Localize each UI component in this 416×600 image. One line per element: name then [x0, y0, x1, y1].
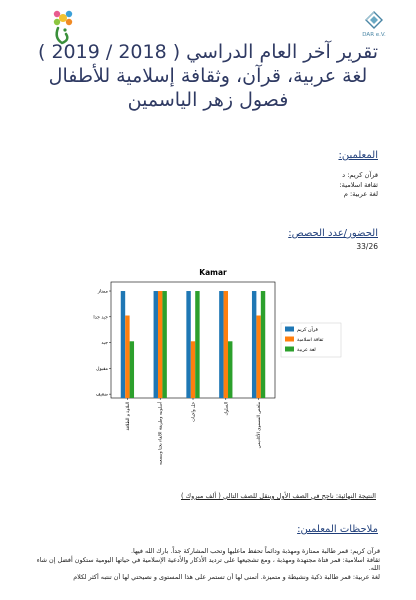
bar [157, 291, 163, 398]
bar [228, 341, 233, 398]
teachers-list: قرآن كريم: د ثقافة اسلامية: لغة عربية: م [178, 171, 378, 200]
org-logo-text: DAR e.V. [362, 32, 386, 38]
org-logo-icon [365, 11, 383, 29]
bar [223, 291, 229, 398]
title-line-2: لغة عربية، قرآن، وثقافة إسلامية للأطفال [48, 65, 368, 87]
bar [153, 291, 158, 398]
remarks-list: قرآن كريم: قمر طالبة ممتازة ومهذبة ودائم… [34, 547, 380, 581]
legend-swatch [285, 336, 294, 342]
chart-title: Kamar [199, 268, 227, 277]
bar [190, 341, 196, 398]
bar [186, 291, 191, 398]
teacher-islamic-culture: ثقافة اسلامية: [339, 180, 378, 189]
title-line-1: تقرير آخر العام الدراسي ( 2018 / 2019 ) [38, 41, 378, 63]
remark-quran: قرآن كريم: قمر طالبة ممتازة ومهذبة ودائم… [131, 547, 380, 555]
attendance-heading: الحضور/عدد الحصص: [288, 228, 378, 239]
remarks-heading: ملاحظات المعلمين: [297, 524, 378, 535]
remark-islamic-culture: ثقافة اسلامية: قمر فتاة مجتهدة ومهذبة ، … [36, 555, 380, 573]
bar [129, 341, 135, 398]
bar [256, 315, 261, 398]
y-tick-label: مقبول [96, 367, 108, 372]
y-tick-label: ممتاز [97, 290, 109, 295]
legend-label: قرآن كريم [297, 326, 318, 333]
title-line-3: فصول زهر الياسمين [127, 89, 289, 111]
remark-arabic: لغة عربية: قمر طالبة ذكية ونشيطة و متميز… [73, 572, 380, 581]
x-tick-label: التلاوة و الطلاقة [126, 402, 131, 430]
bar [260, 291, 266, 398]
report-title: تقرير آخر العام الدراسي ( 2018 / 2019 ) … [0, 40, 416, 112]
legend-label: ثقافة اسلامية [297, 337, 324, 343]
bar [162, 291, 167, 398]
legend-swatch [285, 346, 294, 352]
bar [251, 291, 257, 398]
grades-bar-chart: Kamar ضعيف مقبول جيد جيد جدا ممتاز التلاوة و … [93, 268, 342, 465]
legend-label: لغة عربية [297, 347, 316, 353]
school-logo [46, 8, 80, 46]
legend-swatch [285, 326, 294, 332]
y-tick-label: جيد جدا [93, 315, 108, 320]
y-tick-label: ضعيف [96, 393, 108, 398]
x-tick-label: أسلوبيه وطريقة الالقاء بحثا وسمعيه [157, 402, 164, 465]
org-logo: DAR e.V. [356, 10, 392, 38]
final-result: النتيجة النهائية: ناجح في الصف الأول وين… [181, 492, 376, 500]
x-tick-label: حل واجبات [192, 402, 197, 422]
attendance-value: 33/26 [356, 242, 378, 251]
bar [125, 315, 130, 398]
teacher-arabic: لغة عربية: م [343, 190, 378, 198]
teachers-heading: المعلمين: [338, 150, 378, 161]
x-tick-label: ملخص المستوى الأكاديمي [255, 402, 262, 448]
bar [219, 291, 224, 398]
y-tick-label: جيد [101, 341, 108, 346]
x-tick-label: السلوك [224, 402, 229, 416]
jasmine-flower-logo-icon [53, 10, 73, 45]
teacher-quran: قرآن كريم: د [342, 171, 378, 179]
bar [120, 291, 126, 398]
bar [195, 291, 200, 398]
